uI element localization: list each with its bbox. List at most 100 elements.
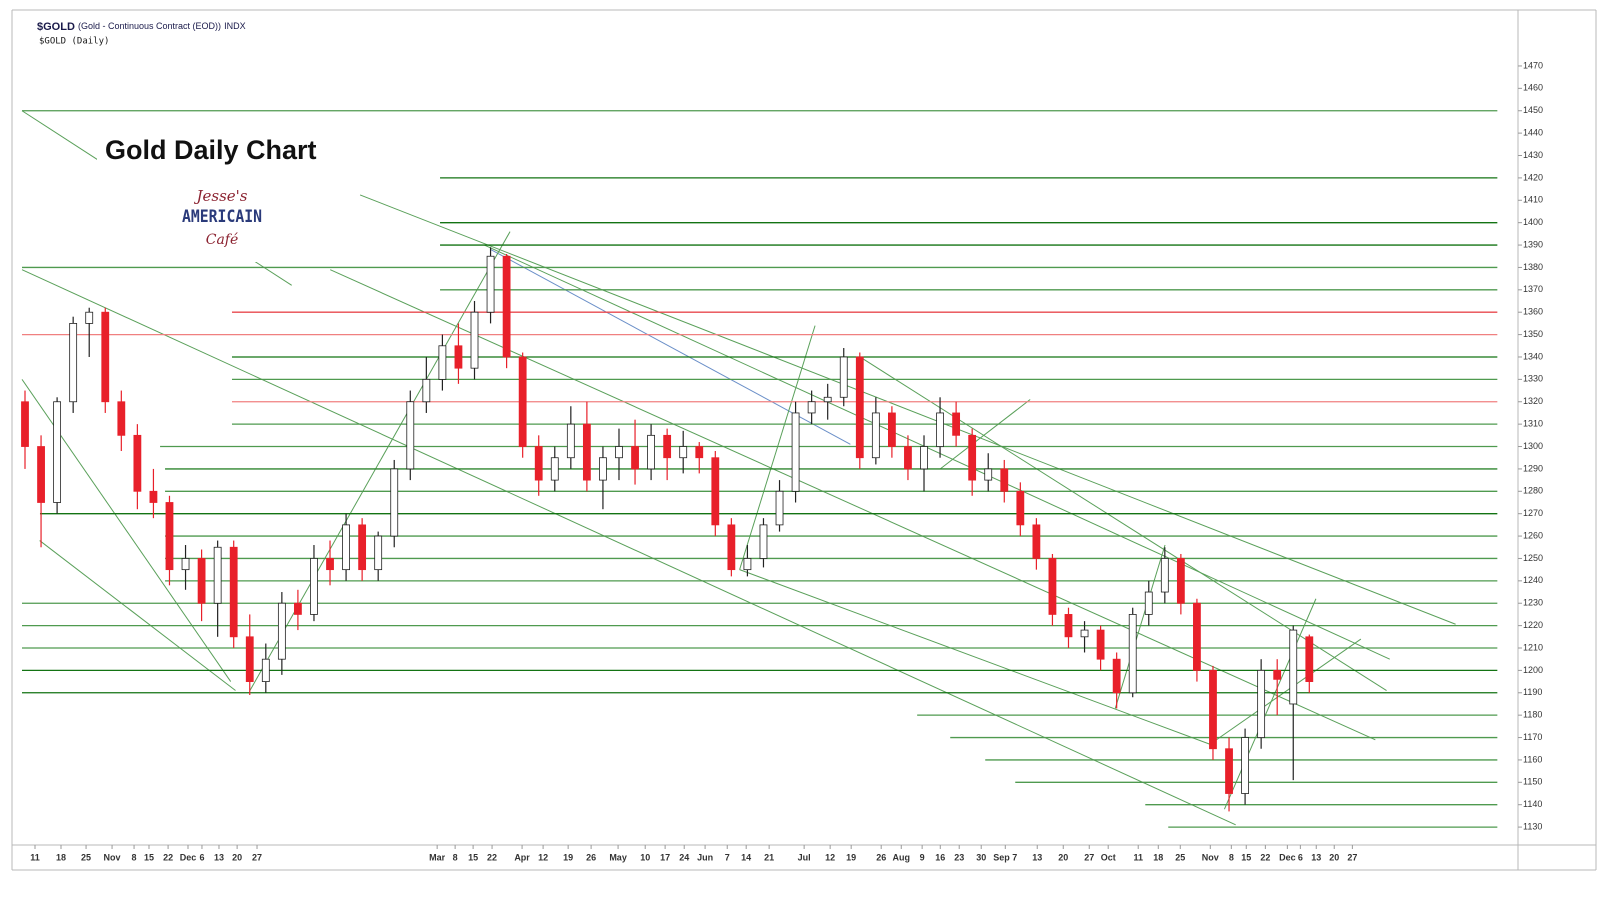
y-tick-label: 1470: [1523, 60, 1543, 70]
x-tick-label: 15: [468, 852, 478, 862]
logo-top: Jesse's: [194, 187, 248, 205]
candle-body: [888, 412, 896, 447]
y-tick-label: 1170: [1523, 732, 1542, 742]
x-tick-label: 20: [1058, 852, 1068, 862]
candle-body: [631, 446, 639, 470]
candle-body: [486, 255, 495, 313]
candle-body: [1016, 490, 1025, 526]
candle-body: [759, 524, 768, 559]
candle-body: [1160, 558, 1169, 593]
y-tick-label: 1230: [1523, 598, 1543, 608]
x-tick-label: 18: [56, 852, 66, 862]
candle-body: [229, 546, 238, 638]
y-tick-label: 1310: [1523, 419, 1543, 429]
y-tick-label: 1150: [1523, 777, 1542, 787]
x-tick-label: 20: [1329, 852, 1339, 862]
x-tick-label: Nov: [104, 852, 121, 862]
trendline: [490, 249, 851, 445]
candle-body: [839, 356, 848, 398]
candle-body: [213, 546, 222, 604]
candle-body: [165, 502, 174, 571]
y-tick-label: 1180: [1523, 710, 1542, 720]
candle-body: [647, 434, 655, 470]
candle-body: [727, 524, 736, 571]
candle-body: [53, 401, 62, 503]
y-tick-label: 1220: [1523, 620, 1543, 630]
candle-body: [502, 255, 511, 358]
candle-body: [871, 412, 880, 459]
title-box: [97, 112, 357, 262]
x-tick-label: 6: [199, 852, 204, 862]
candle-body: [936, 412, 944, 447]
candle-body: [149, 490, 158, 503]
candle-body: [904, 446, 912, 470]
x-tick-label: 27: [1084, 852, 1094, 862]
y-tick-label: 1340: [1523, 351, 1543, 361]
y-tick-label: 1440: [1523, 127, 1543, 137]
candle-body: [1032, 524, 1041, 559]
candle-body: [743, 558, 752, 571]
candle-body: [855, 356, 864, 459]
candle-body: [374, 535, 383, 571]
candle-body: [952, 412, 961, 436]
trendline: [1114, 544, 1166, 709]
x-tick-label: 7: [725, 852, 730, 862]
candle-body: [294, 602, 302, 615]
x-tick-label: 6: [1298, 852, 1303, 862]
header-symbol: $GOLD: [37, 21, 75, 33]
logo-middle: AMERICAIN: [182, 207, 262, 227]
candle-body: [615, 446, 623, 459]
chart-title: Gold Daily Chart: [105, 135, 317, 165]
x-tick-label: 8: [1229, 852, 1234, 862]
candle-body: [1257, 669, 1266, 738]
candle-body: [197, 558, 206, 604]
candle-body: [807, 401, 816, 414]
y-tick-label: 1210: [1523, 642, 1543, 652]
candle-body: [1128, 614, 1137, 694]
candle-body: [181, 558, 190, 571]
candle-layer: [21, 247, 1314, 812]
x-tick-label: Dec: [180, 852, 197, 862]
y-tick-label: 1450: [1523, 105, 1543, 115]
candle-body: [599, 457, 607, 481]
x-tick-label: 15: [1241, 852, 1251, 862]
y-tick-label: 1430: [1523, 150, 1543, 160]
candle-body: [775, 490, 784, 526]
candle-body: [1289, 629, 1298, 705]
x-tick-label: 12: [825, 852, 835, 862]
x-tick-label: Jul: [798, 852, 811, 862]
y-tick-label: 1360: [1523, 307, 1543, 317]
candle-body: [518, 356, 527, 447]
candle-body: [1225, 748, 1233, 794]
x-tick-label: 19: [563, 852, 573, 862]
candle-body: [21, 401, 29, 447]
trendline: [21, 269, 1236, 826]
candle-body: [920, 446, 928, 470]
candle-body: [245, 636, 254, 682]
candle-body: [1305, 636, 1314, 682]
x-tick-label: Apr: [514, 852, 530, 862]
y-tick-label: 1330: [1523, 374, 1543, 384]
candle-body: [1273, 669, 1282, 680]
candle-body: [1096, 629, 1105, 660]
candle-body: [69, 323, 78, 403]
x-tick-label: 19: [846, 852, 856, 862]
candle-body: [1064, 614, 1073, 638]
x-tick-label: 13: [214, 852, 224, 862]
candle-body: [582, 423, 591, 481]
trendline: [249, 231, 511, 691]
y-tick-label: 1320: [1523, 396, 1543, 406]
x-tick-label: 22: [1260, 852, 1270, 862]
y-tick-label: 1300: [1523, 441, 1543, 451]
x-tick-label: Dec: [1279, 852, 1296, 862]
candle-body: [984, 468, 993, 481]
x-tick-label: 12: [538, 852, 548, 862]
y-tick-label: 1270: [1523, 508, 1543, 518]
candle-body: [261, 658, 270, 682]
candle-body: [422, 378, 431, 403]
y-tick-label: 1290: [1523, 463, 1543, 473]
x-tick-label: 25: [81, 852, 91, 862]
x-tick-label: 23: [954, 852, 964, 862]
